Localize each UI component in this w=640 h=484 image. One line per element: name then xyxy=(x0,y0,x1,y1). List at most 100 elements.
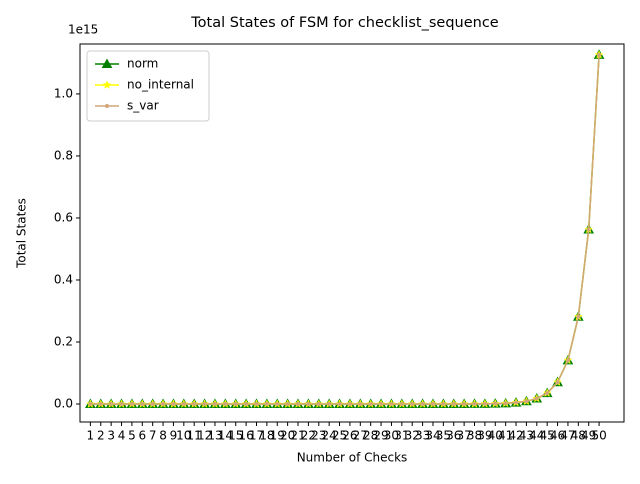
x-tick-label: 10 xyxy=(176,429,191,443)
x-tick-label: 25 xyxy=(332,429,347,443)
point-marker xyxy=(389,402,394,407)
x-tick-label: 46 xyxy=(550,429,565,443)
x-tick-label: 11 xyxy=(187,429,202,443)
x-tick-label: 47 xyxy=(560,429,575,443)
point-marker xyxy=(150,402,155,407)
point-marker xyxy=(98,402,103,407)
point-marker xyxy=(264,402,269,407)
point-marker xyxy=(254,402,259,407)
point-marker xyxy=(233,402,238,407)
x-tick-label: 27 xyxy=(353,429,368,443)
x-tick-label: 36 xyxy=(446,429,461,443)
point-marker xyxy=(109,402,114,407)
point-marker xyxy=(129,402,134,407)
point-marker xyxy=(482,401,487,406)
point-marker xyxy=(181,402,186,407)
x-tick-label: 20 xyxy=(280,429,295,443)
x-tick-label: 9 xyxy=(170,429,178,443)
legend-label: s_var xyxy=(127,99,159,113)
x-tick-label: 39 xyxy=(477,429,492,443)
point-marker xyxy=(192,402,197,407)
point-marker xyxy=(597,52,602,57)
point-marker xyxy=(493,401,498,406)
legend-box xyxy=(86,50,210,122)
x-tick-label: 50 xyxy=(591,429,606,443)
point-marker xyxy=(337,402,342,407)
y-offset-label: 1e15 xyxy=(68,23,98,37)
x-tick-label: 12 xyxy=(197,429,212,443)
x-tick-label: 34 xyxy=(425,429,440,443)
point-marker xyxy=(430,402,435,407)
point-marker xyxy=(503,401,508,406)
y-tick-label: 0.2 xyxy=(54,334,73,348)
point-marker xyxy=(565,358,570,363)
x-tick-label: 16 xyxy=(238,429,253,443)
x-tick-label: 5 xyxy=(128,429,136,443)
y-tick-label: 0.6 xyxy=(54,210,73,224)
legend-label: no_internal xyxy=(127,78,194,92)
x-tick-label: 6 xyxy=(138,429,146,443)
point-marker xyxy=(420,402,425,407)
legend-marker xyxy=(105,104,109,108)
point-marker xyxy=(399,402,404,407)
y-tick-label: 0.0 xyxy=(54,397,73,411)
x-tick-label: 28 xyxy=(363,429,378,443)
point-marker xyxy=(244,402,249,407)
point-marker xyxy=(379,402,384,407)
legend-marker xyxy=(101,58,113,68)
x-tick-label: 22 xyxy=(301,429,316,443)
point-marker xyxy=(285,402,290,407)
point-marker xyxy=(514,400,519,405)
y-axis-label: Total States xyxy=(15,198,29,269)
x-tick-label: 40 xyxy=(488,429,503,443)
point-marker xyxy=(316,402,321,407)
y-tick-label: 0.4 xyxy=(54,272,73,286)
point-marker xyxy=(327,402,332,407)
legend-marker xyxy=(102,80,112,89)
point-marker xyxy=(296,402,301,407)
x-axis-label: Number of Checks xyxy=(297,451,408,465)
x-tick-label: 43 xyxy=(519,429,534,443)
point-marker xyxy=(524,399,529,404)
point-marker xyxy=(472,401,477,406)
x-tick-label: 23 xyxy=(311,429,326,443)
x-tick-label: 7 xyxy=(149,429,157,443)
point-marker xyxy=(368,402,373,407)
x-tick-label: 42 xyxy=(508,429,523,443)
point-marker xyxy=(576,314,581,319)
point-marker xyxy=(161,402,166,407)
plot-frame xyxy=(79,43,625,423)
x-tick-label: 1 xyxy=(87,429,95,443)
x-tick-label: 29 xyxy=(373,429,388,443)
x-tick-label: 30 xyxy=(384,429,399,443)
point-marker xyxy=(223,402,228,407)
point-marker xyxy=(441,402,446,407)
point-marker xyxy=(212,402,217,407)
point-marker xyxy=(555,380,560,385)
point-marker xyxy=(275,402,280,407)
x-tick-label: 37 xyxy=(456,429,471,443)
x-tick-label: 31 xyxy=(394,429,409,443)
x-tick-label: 41 xyxy=(498,429,513,443)
x-tick-label: 48 xyxy=(571,429,586,443)
point-marker xyxy=(140,402,145,407)
x-tick-label: 4 xyxy=(118,429,126,443)
x-tick-label: 33 xyxy=(415,429,430,443)
point-marker xyxy=(171,402,176,407)
x-tick-label: 24 xyxy=(322,429,337,443)
x-tick-label: 19 xyxy=(270,429,285,443)
x-tick-label: 17 xyxy=(249,429,264,443)
x-tick-label: 49 xyxy=(581,429,596,443)
chart-title: Total States of FSM for checklist_sequen… xyxy=(190,15,499,31)
point-marker xyxy=(119,402,124,407)
point-marker xyxy=(545,391,550,396)
x-tick-label: 13 xyxy=(207,429,222,443)
x-tick-label: 3 xyxy=(107,429,115,443)
legend-label: norm xyxy=(127,57,158,71)
x-tick-label: 32 xyxy=(405,429,420,443)
x-tick-label: 18 xyxy=(259,429,274,443)
point-marker xyxy=(358,402,363,407)
point-marker xyxy=(306,402,311,407)
x-tick-label: 45 xyxy=(540,429,555,443)
